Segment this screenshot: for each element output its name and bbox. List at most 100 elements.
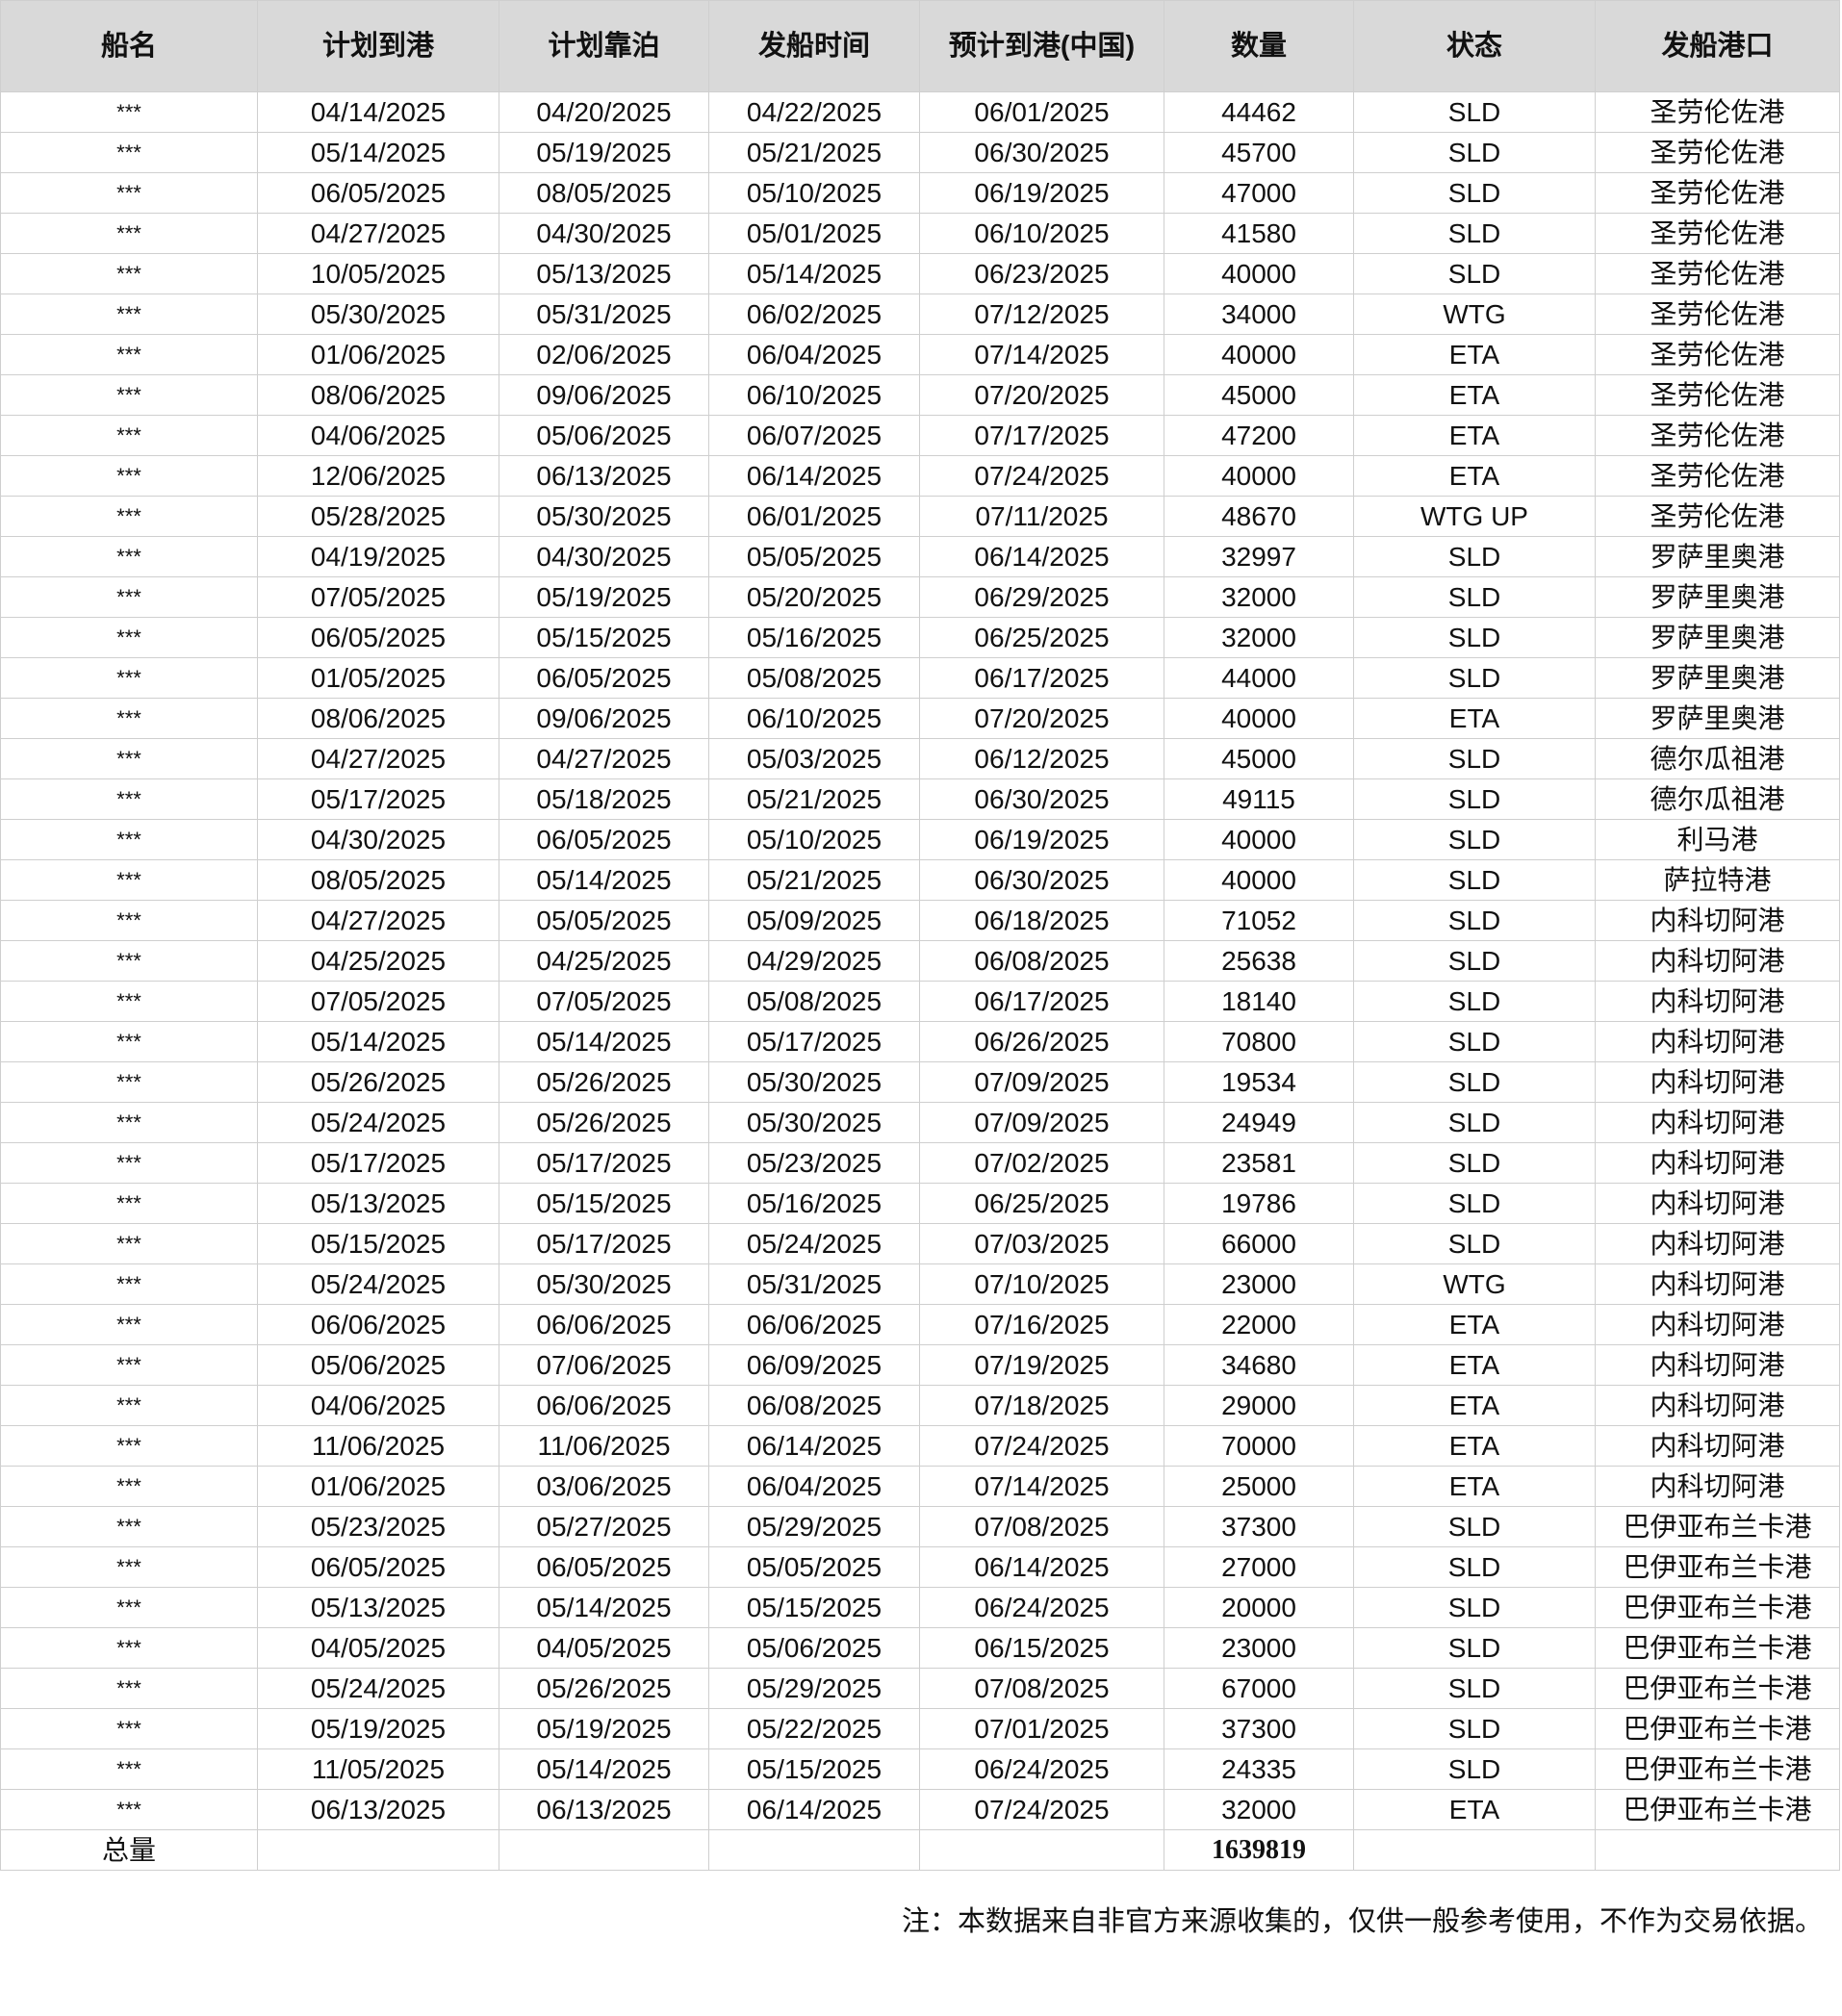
cell-ship-name: *** (0, 1385, 258, 1426)
cell-ship-name: *** (0, 253, 258, 294)
cell-quantity: 32000 (1164, 1789, 1354, 1830)
cell-status: SLD (1353, 738, 1596, 779)
cell-ship-name: *** (0, 293, 258, 335)
table-row: *** 04/30/2025 06/05/2025 05/10/2025 06/19/2… (0, 819, 1840, 860)
cell-quantity: 19786 (1164, 1183, 1354, 1224)
cell-eta-china: 06/14/2025 (919, 536, 1164, 577)
cell-departure-time: 06/08/2025 (708, 1385, 920, 1426)
cell-ship-name: *** (0, 1627, 258, 1669)
cell-departure-time: 06/01/2025 (708, 496, 920, 537)
cell-status: SLD (1353, 859, 1596, 901)
cell-quantity: 27000 (1164, 1546, 1354, 1588)
cell-departure-port: 圣劳伦佐港 (1595, 213, 1840, 254)
cell-departure-time: 05/17/2025 (708, 1021, 920, 1062)
cell-departure-time: 05/01/2025 (708, 213, 920, 254)
cell-ship-name: *** (0, 698, 258, 739)
cell-eta-china: 06/17/2025 (919, 657, 1164, 699)
cell-departure-port: 巴伊亚布兰卡港 (1595, 1668, 1840, 1709)
cell-status: SLD (1353, 1627, 1596, 1669)
table-row: *** 05/30/2025 05/31/2025 06/02/2025 07/12/2… (0, 293, 1840, 335)
cell-planned-arrival: 05/30/2025 (257, 293, 499, 335)
table-row: *** 05/26/2025 05/26/2025 05/30/2025 07/09/2… (0, 1061, 1840, 1103)
cell-planned-berthing: 05/14/2025 (499, 1587, 709, 1628)
cell-departure-time: 05/06/2025 (708, 1627, 920, 1669)
table-row: *** 11/06/2025 11/06/2025 06/14/2025 07/24/2… (0, 1425, 1840, 1467)
cell-departure-time: 05/23/2025 (708, 1142, 920, 1184)
cell-departure-time: 04/22/2025 (708, 91, 920, 133)
cell-planned-berthing: 06/13/2025 (499, 455, 709, 497)
cell-planned-berthing: 05/14/2025 (499, 859, 709, 901)
cell-departure-port: 内科切阿港 (1595, 1021, 1840, 1062)
header-departure-port: 发船港口 (1595, 0, 1840, 92)
cell-status: ETA (1353, 1344, 1596, 1386)
cell-planned-arrival: 04/06/2025 (257, 415, 499, 456)
cell-departure-port: 罗萨里奥港 (1595, 657, 1840, 699)
cell-eta-china: 06/18/2025 (919, 900, 1164, 941)
table-row: *** 04/27/2025 04/30/2025 05/01/2025 06/10/2… (0, 213, 1840, 254)
table-row: *** 08/05/2025 05/14/2025 05/21/2025 06/30/2… (0, 859, 1840, 901)
cell-planned-berthing: 08/05/2025 (499, 172, 709, 214)
cell-planned-berthing: 05/18/2025 (499, 778, 709, 820)
cell-departure-time: 05/30/2025 (708, 1061, 920, 1103)
cell-ship-name: *** (0, 1789, 258, 1830)
cell-planned-berthing: 09/06/2025 (499, 698, 709, 739)
cell-quantity: 47000 (1164, 172, 1354, 214)
cell-quantity: 40000 (1164, 698, 1354, 739)
cell-status: SLD (1353, 1142, 1596, 1184)
cell-planned-arrival: 04/14/2025 (257, 91, 499, 133)
table-row: *** 01/06/2025 02/06/2025 06/04/2025 07/14/2… (0, 334, 1840, 375)
cell-eta-china: 06/25/2025 (919, 617, 1164, 658)
cell-departure-port: 巴伊亚布兰卡港 (1595, 1506, 1840, 1547)
cell-departure-time: 05/05/2025 (708, 536, 920, 577)
cell-departure-port: 德尔瓜祖港 (1595, 738, 1840, 779)
cell-departure-time: 05/14/2025 (708, 253, 920, 294)
cell-eta-china: 06/25/2025 (919, 1183, 1164, 1224)
cell-departure-time: 05/10/2025 (708, 172, 920, 214)
cell-eta-china: 07/19/2025 (919, 1344, 1164, 1386)
cell-planned-berthing: 05/19/2025 (499, 132, 709, 173)
cell-ship-name: *** (0, 536, 258, 577)
cell-quantity: 49115 (1164, 778, 1354, 820)
cell-eta-china: 06/24/2025 (919, 1587, 1164, 1628)
cell-eta-china: 07/20/2025 (919, 374, 1164, 416)
cell-planned-arrival: 04/19/2025 (257, 536, 499, 577)
cell-planned-arrival: 01/06/2025 (257, 334, 499, 375)
cell-eta-china: 06/30/2025 (919, 859, 1164, 901)
cell-departure-time: 05/20/2025 (708, 576, 920, 618)
cell-departure-port: 圣劳伦佐港 (1595, 293, 1840, 335)
cell-departure-port: 罗萨里奥港 (1595, 576, 1840, 618)
disclaimer-note: 注：本数据来自非官方来源收集的，仅供一般参考使用，不作为交易依据。 (901, 1906, 1823, 1937)
cell-departure-port: 圣劳伦佐港 (1595, 496, 1840, 537)
cell-status: SLD (1353, 1748, 1596, 1790)
cell-status: SLD (1353, 132, 1596, 173)
cell-planned-arrival: 04/30/2025 (257, 819, 499, 860)
cell-departure-port: 巴伊亚布兰卡港 (1595, 1627, 1840, 1669)
table-row: *** 05/13/2025 05/15/2025 05/16/2025 06/25/2… (0, 1183, 1840, 1224)
cell-departure-port: 圣劳伦佐港 (1595, 374, 1840, 416)
cell-departure-time: 05/22/2025 (708, 1708, 920, 1749)
table-row: *** 05/15/2025 05/17/2025 05/24/2025 07/03/2… (0, 1223, 1840, 1264)
table-row: *** 05/17/2025 05/17/2025 05/23/2025 07/02/2… (0, 1142, 1840, 1184)
cell-planned-arrival: 11/06/2025 (257, 1425, 499, 1467)
cell-planned-arrival: 04/27/2025 (257, 213, 499, 254)
cell-eta-china: 06/15/2025 (919, 1627, 1164, 1669)
cell-planned-berthing: 05/05/2025 (499, 900, 709, 941)
table-row: *** 05/14/2025 05/14/2025 05/17/2025 06/26/2… (0, 1021, 1840, 1062)
empty-cell (708, 1829, 920, 1871)
cell-quantity: 25000 (1164, 1466, 1354, 1507)
cell-planned-berthing: 05/14/2025 (499, 1021, 709, 1062)
cell-planned-arrival: 05/24/2025 (257, 1263, 499, 1305)
cell-planned-berthing: 06/13/2025 (499, 1789, 709, 1830)
cell-ship-name: *** (0, 374, 258, 416)
cell-status: SLD (1353, 1546, 1596, 1588)
cell-departure-time: 06/10/2025 (708, 374, 920, 416)
cell-planned-berthing: 06/05/2025 (499, 1546, 709, 1588)
cell-departure-time: 05/29/2025 (708, 1668, 920, 1709)
cell-status: SLD (1353, 1708, 1596, 1749)
table-row: *** 11/05/2025 05/14/2025 05/15/2025 06/24/2… (0, 1748, 1840, 1790)
cell-departure-port: 圣劳伦佐港 (1595, 132, 1840, 173)
cell-ship-name: *** (0, 1506, 258, 1547)
cell-quantity: 45700 (1164, 132, 1354, 173)
cell-eta-china: 06/29/2025 (919, 576, 1164, 618)
table-row: *** 06/05/2025 08/05/2025 05/10/2025 06/19/2… (0, 172, 1840, 214)
